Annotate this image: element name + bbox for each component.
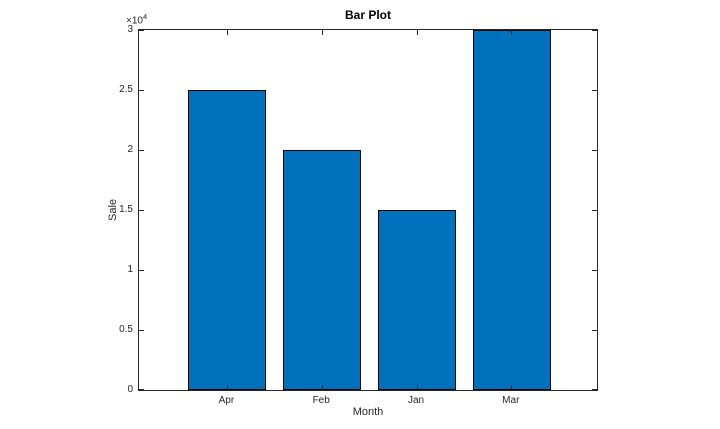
y-tick-label: 0.5 [119, 324, 133, 335]
y-tick-mark [592, 89, 597, 91]
x-axis-label: Month [352, 406, 384, 418]
x-tick-label: Jan [407, 395, 425, 406]
bars-layer [139, 30, 597, 390]
ticks-layer [139, 30, 597, 390]
y-tick-label: 2.5 [119, 84, 133, 95]
x-tick-label: Apr [218, 395, 235, 406]
y-tick-mark [592, 269, 597, 271]
y-tick-mark [592, 209, 597, 211]
y-tick-label: 1.5 [119, 204, 133, 215]
plot-area [138, 29, 598, 391]
x-tick-mark [416, 30, 418, 35]
y-axis-exponent-power: 4 [142, 12, 148, 21]
x-tick-mark [321, 385, 323, 390]
bar-jan [378, 210, 456, 390]
chart-title: Bar Plot [344, 8, 391, 22]
y-tick-mark [139, 149, 144, 151]
x-tick-label: Mar [502, 395, 520, 406]
bar-feb [283, 150, 362, 390]
x-tick-mark [226, 30, 228, 35]
y-tick-label: 1 [127, 264, 133, 275]
y-tick-mark [592, 149, 597, 151]
y-tick-mark [592, 329, 597, 331]
y-tick-mark [139, 30, 144, 31]
x-tick-mark [511, 30, 513, 35]
y-axis-exponent-base: ×10 [126, 15, 143, 27]
x-tick-mark [226, 385, 228, 390]
bar-mar [472, 30, 551, 390]
y-tick-mark [139, 329, 144, 331]
x-tick-mark [321, 30, 323, 35]
y-tick-mark [139, 269, 144, 271]
y-tick-mark [139, 89, 144, 91]
x-tick-mark [511, 385, 513, 390]
y-tick-mark [139, 389, 144, 390]
y-tick-label: 0 [127, 384, 133, 395]
y-tick-mark [592, 389, 597, 390]
y-tick-label: 2 [127, 144, 133, 155]
y-axis-exponent: ×104 [126, 12, 147, 26]
x-tick-label: Feb [312, 395, 330, 406]
x-tick-mark [416, 385, 418, 390]
y-tick-mark [139, 209, 144, 211]
y-tick-label: 3 [127, 24, 133, 35]
y-tick-mark [592, 30, 597, 31]
bar-apr [188, 90, 267, 390]
